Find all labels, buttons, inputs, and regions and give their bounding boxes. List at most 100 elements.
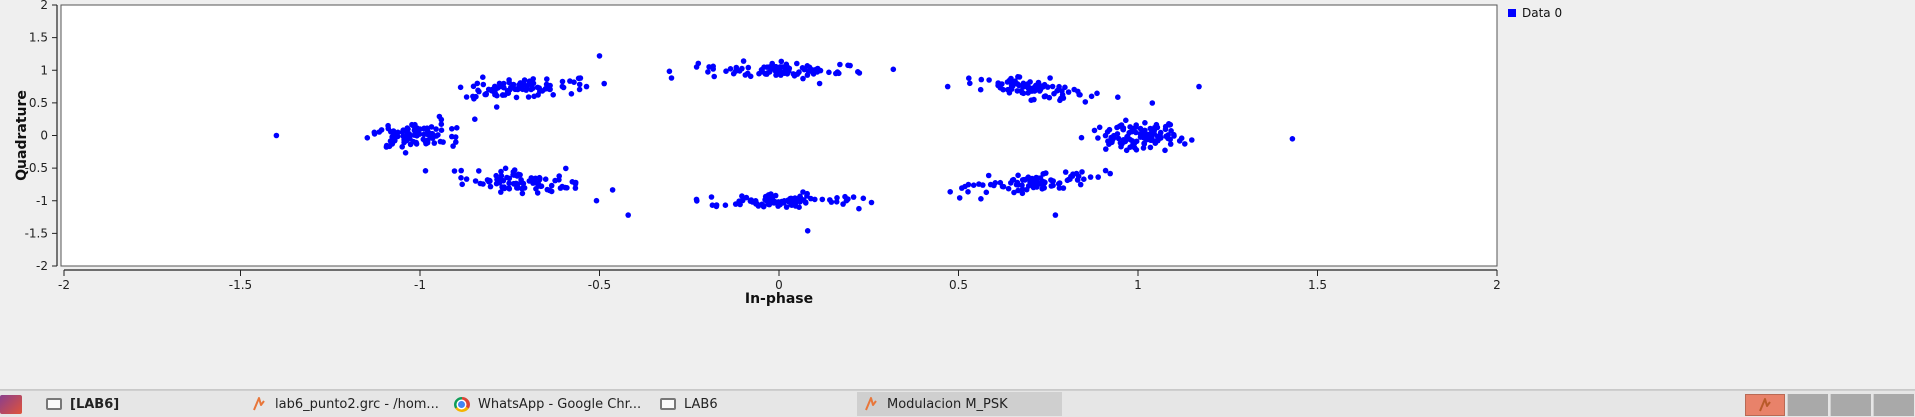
data-point [1070,171,1076,177]
data-point [944,83,951,90]
data-point [1039,186,1045,192]
data-point [766,201,773,208]
data-point [1137,125,1144,132]
data-point [421,126,427,132]
data-point [1167,121,1174,128]
data-point [722,202,729,208]
data-point [800,75,806,82]
x-tick-label: 1.5 [1308,278,1327,292]
data-point [1167,136,1173,143]
taskbar-item-lab6-window[interactable]: LAB6 [654,392,854,416]
data-point [480,74,486,80]
data-point [404,131,411,138]
data-point [772,192,779,199]
data-point [965,181,972,188]
data-point [1095,174,1101,180]
data-point [463,94,470,100]
data-point [693,196,700,203]
y-tick-label: 0.5 [29,96,48,110]
data-point [1067,176,1073,182]
data-point [1189,137,1195,143]
workspace-3[interactable] [1830,394,1871,416]
data-point [1116,123,1123,129]
data-point [431,140,438,146]
data-point [519,190,526,197]
taskbar-item-modulacion-mpsk[interactable]: Modulacion M_PSK [857,392,1062,416]
data-point [559,83,566,90]
data-point [1131,145,1138,151]
taskbar-item-grc-file[interactable]: lab6_punto2.grc - /hom... [245,392,445,416]
legend-label: Data 0 [1522,6,1562,20]
data-point [711,73,717,80]
data-point [572,185,579,191]
data-point [1087,174,1094,180]
data-point [502,165,509,172]
data-point [1127,124,1133,130]
start-menu-button[interactable] [0,395,22,414]
data-point [411,132,418,138]
data-point [583,83,590,90]
y-tick-label: -1 [36,194,48,208]
data-point [542,176,549,182]
data-point [845,62,851,69]
data-point [708,194,715,200]
x-tick-label: -2 [58,278,70,292]
data-point [1081,176,1087,182]
data-point [978,196,984,202]
data-point [804,228,811,234]
data-point [1196,83,1202,90]
data-point [548,182,555,189]
data-point [497,83,504,90]
data-point [769,60,775,67]
plot-canvas [60,4,1498,267]
data-point [868,199,875,206]
data-point [530,180,536,186]
data-point [499,92,506,98]
taskbar-item-whatsapp-chrome[interactable]: WhatsApp - Google Chr... [448,392,648,416]
data-point [850,194,857,200]
data-point [395,133,401,140]
data-point [967,80,973,87]
workspace-4[interactable] [1873,394,1914,416]
data-point [513,94,520,101]
data-point [378,127,385,133]
data-point [1014,88,1021,94]
data-point [1094,90,1100,97]
workspace-1[interactable] [1745,394,1785,416]
data-point [519,86,526,93]
x-tick-label: 0.5 [949,278,968,292]
data-point [781,198,788,204]
x-tick-label: 0 [775,278,783,292]
workspace-2[interactable] [1787,394,1828,416]
data-point [470,83,477,90]
data-point [593,197,600,204]
data-point [528,86,534,93]
data-point [438,121,445,127]
data-point [978,76,985,83]
data-point [1088,93,1095,100]
taskbar-item-label: Modulacion M_PSK [887,396,1008,412]
data-point [745,64,752,71]
data-point [668,75,675,81]
data-point [506,186,513,192]
data-point [544,186,551,193]
data-point [410,123,417,129]
data-point [494,176,500,183]
data-point [834,195,840,201]
data-point [956,195,963,201]
data-point [430,135,436,141]
data-point [1034,184,1040,190]
data-point [476,88,482,95]
data-point [1015,172,1021,179]
data-point [1147,144,1154,151]
data-point [1015,187,1021,194]
data-point [510,169,517,175]
data-point [1046,94,1053,101]
data-point [1016,74,1023,80]
data-point [521,77,528,83]
data-point [723,68,729,74]
taskbar-item-lab6-folder[interactable]: [LAB6] [40,392,240,416]
data-point [1000,86,1006,93]
data-point [705,69,711,75]
data-point [625,212,631,218]
